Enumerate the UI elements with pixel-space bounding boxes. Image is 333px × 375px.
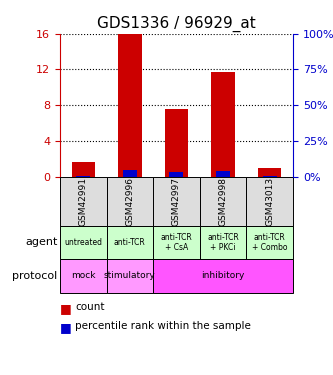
- Text: GSM42996: GSM42996: [125, 177, 135, 225]
- FancyBboxPatch shape: [60, 177, 107, 226]
- FancyBboxPatch shape: [60, 226, 107, 259]
- Text: agent: agent: [25, 237, 58, 247]
- Text: GSM42998: GSM42998: [218, 177, 228, 225]
- FancyBboxPatch shape: [107, 259, 153, 292]
- Text: stimulatory: stimulatory: [104, 271, 156, 280]
- FancyBboxPatch shape: [246, 177, 293, 226]
- Bar: [123, 170, 137, 177]
- FancyBboxPatch shape: [246, 226, 293, 259]
- Text: GSM42997: GSM42997: [172, 177, 181, 225]
- Text: percentile rank within the sample: percentile rank within the sample: [75, 321, 251, 331]
- FancyBboxPatch shape: [60, 259, 107, 292]
- Text: ■: ■: [60, 321, 72, 334]
- FancyBboxPatch shape: [153, 259, 293, 292]
- Text: GSM42991: GSM42991: [79, 177, 88, 225]
- Bar: [216, 171, 230, 177]
- FancyBboxPatch shape: [107, 226, 153, 259]
- Bar: [211, 72, 235, 177]
- Bar: [258, 168, 281, 177]
- Text: ■: ■: [60, 302, 72, 315]
- Text: anti-TCR
+ PKCi: anti-TCR + PKCi: [207, 232, 239, 252]
- Bar: [72, 162, 95, 177]
- Text: anti-TCR: anti-TCR: [114, 238, 146, 247]
- Title: GDS1336 / 96929_at: GDS1336 / 96929_at: [97, 16, 256, 32]
- Bar: [118, 34, 142, 177]
- FancyBboxPatch shape: [200, 177, 246, 226]
- Text: untreated: untreated: [64, 238, 102, 247]
- Text: count: count: [75, 302, 105, 312]
- Text: protocol: protocol: [12, 271, 58, 281]
- FancyBboxPatch shape: [200, 226, 246, 259]
- Bar: [165, 109, 188, 177]
- Bar: [76, 176, 90, 177]
- FancyBboxPatch shape: [153, 177, 200, 226]
- Text: mock: mock: [71, 271, 96, 280]
- Text: anti-TCR
+ Combo: anti-TCR + Combo: [252, 232, 287, 252]
- Text: GSM43013: GSM43013: [265, 177, 274, 226]
- Text: anti-TCR
+ CsA: anti-TCR + CsA: [161, 232, 192, 252]
- FancyBboxPatch shape: [107, 177, 153, 226]
- FancyBboxPatch shape: [153, 226, 200, 259]
- Text: inhibitory: inhibitory: [201, 271, 245, 280]
- Bar: [169, 172, 183, 177]
- Bar: [263, 176, 277, 177]
